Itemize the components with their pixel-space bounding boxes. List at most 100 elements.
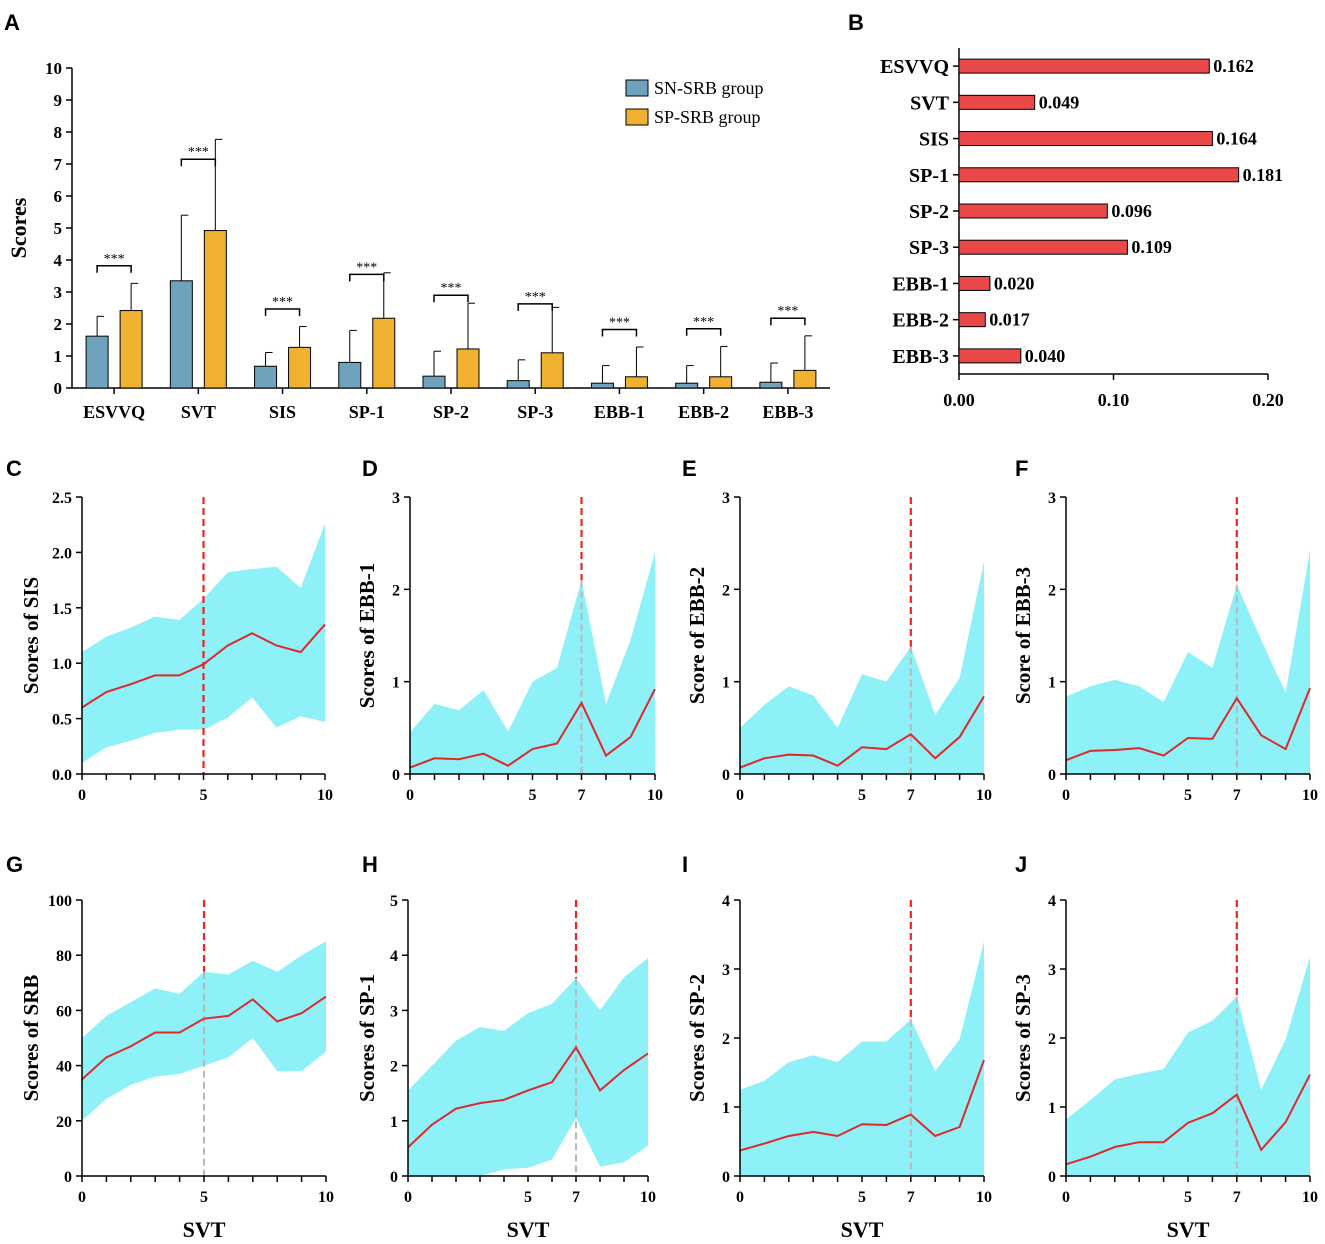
a-bar-sp — [709, 376, 733, 389]
j-confidence-band — [1066, 956, 1310, 1176]
g-y-tick-label: 80 — [56, 948, 72, 965]
e-y-tick-label: 1 — [722, 675, 730, 692]
a-x-tick-label: SP-1 — [349, 402, 385, 422]
a-legend-label: SP-SRB group — [654, 107, 761, 127]
a-significance-bracket — [601, 328, 638, 337]
a-y-tick-label: 3 — [54, 283, 63, 302]
f-y-tick-label: 0 — [1048, 767, 1056, 784]
a-y-tick-label: 9 — [54, 91, 63, 110]
a-significance-label: *** — [609, 315, 630, 330]
f-x-tick-label: 5 — [1184, 787, 1192, 804]
b-y-tick-label: SVT — [910, 92, 950, 114]
d-x-tick-label: 5 — [529, 787, 537, 804]
b-value-label: 0.109 — [1131, 237, 1172, 257]
a-x-tick-label: ESVVQ — [83, 402, 145, 422]
j-x-axis-label: SVT — [1167, 1217, 1210, 1242]
j-y-tick-label: 1 — [1048, 1100, 1056, 1117]
panel-label-j: J — [1015, 852, 1028, 877]
g-x-tick-label: 0 — [78, 1189, 86, 1206]
c-mean-line — [81, 623, 326, 709]
e-x-tick-label: 5 — [858, 787, 866, 804]
f-y-tick-label: 1 — [1048, 675, 1056, 692]
h-x-tick-label: 10 — [640, 1189, 656, 1206]
c-y-tick-label: 0.0 — [52, 767, 72, 784]
panel-label-e: E — [682, 456, 697, 481]
i-confidence-band — [740, 941, 984, 1176]
panel-label-g: G — [6, 852, 24, 877]
a-y-tick-label: 7 — [54, 155, 63, 174]
b-y-tick-label: EBB-1 — [892, 273, 949, 295]
d-x-tick-label: 7 — [578, 787, 586, 804]
a-significance-label: *** — [188, 145, 209, 160]
b-bar — [958, 348, 1022, 364]
a-significance-bracket — [685, 328, 722, 336]
b-bar — [958, 167, 1240, 183]
c-y-tick-label: 1.0 — [52, 656, 72, 673]
j-y-tick-label: 3 — [1048, 962, 1056, 979]
j-y-tick-label: 2 — [1048, 1031, 1056, 1048]
a-bar-sn — [338, 361, 362, 389]
f-confidence-band — [1066, 550, 1310, 774]
e-x-tick-label: 10 — [976, 787, 992, 804]
a-bar-sn — [506, 380, 530, 389]
d-y-tick-label: 1 — [392, 675, 400, 692]
h-y-tick-label: 3 — [390, 1003, 398, 1020]
e-mean-line — [739, 695, 985, 769]
j-y-tick-label: 4 — [1048, 893, 1056, 910]
d-confidence-band — [410, 552, 655, 774]
a-bar-sp — [540, 352, 564, 389]
a-bar-sp — [372, 317, 396, 389]
a-legend-swatch — [625, 79, 649, 97]
h-confidence-band — [408, 957, 648, 1176]
a-y-tick-label: 6 — [54, 187, 63, 206]
h-y-axis-label: Scores of SP-1 — [355, 974, 379, 1102]
a-significance-label: *** — [693, 315, 714, 330]
a-significance-bracket — [517, 303, 553, 311]
a-significance-bracket — [96, 265, 132, 273]
f-y-tick-label: 2 — [1048, 582, 1056, 599]
a-x-tick-label: EBB-1 — [594, 402, 645, 422]
f-y-axis-label: Score of EBB-3 — [1011, 567, 1035, 704]
g-y-tick-label: 20 — [56, 1114, 72, 1131]
a-bar-sp — [203, 230, 227, 389]
a-significance-label: *** — [104, 252, 125, 267]
a-significance-label: *** — [525, 290, 546, 305]
c-y-tick-label: 0.5 — [52, 712, 72, 729]
e-y-tick-label: 3 — [722, 490, 730, 507]
a-legend-label: SN-SRB group — [654, 78, 764, 98]
a-y-tick-label: 2 — [54, 315, 63, 334]
panel-label-b: B — [848, 10, 864, 35]
j-x-tick-label: 5 — [1184, 1189, 1192, 1206]
i-y-tick-label: 4 — [722, 893, 730, 910]
e-x-tick-label: 7 — [907, 787, 915, 804]
j-x-tick-label: 10 — [1302, 1189, 1318, 1206]
h-y-tick-label: 4 — [390, 948, 398, 965]
a-significance-bracket — [180, 158, 217, 167]
b-value-label: 0.162 — [1213, 56, 1254, 76]
f-x-tick-label: 0 — [1062, 787, 1070, 804]
f-x-tick-label: 7 — [1233, 787, 1241, 804]
i-x-axis-label: SVT — [841, 1217, 884, 1242]
a-significance-bracket — [264, 308, 301, 316]
g-mean-line — [81, 995, 327, 1081]
panel-label-i: I — [682, 852, 689, 877]
a-bar-sp — [624, 376, 648, 389]
b-y-tick-label: SP-1 — [909, 165, 949, 187]
i-x-tick-label: 5 — [858, 1189, 866, 1206]
c-x-tick-label: 10 — [317, 787, 333, 804]
a-bar-sp — [119, 310, 143, 389]
j-y-axis-label: Scores of SP-3 — [1011, 974, 1035, 1102]
h-x-axis-label: SVT — [507, 1217, 550, 1242]
i-y-tick-label: 2 — [722, 1031, 730, 1048]
a-bar-sn — [422, 375, 446, 389]
g-y-tick-label: 40 — [56, 1059, 72, 1076]
e-y-tick-label: 0 — [722, 767, 730, 784]
j-x-tick-label: 7 — [1233, 1189, 1241, 1206]
a-bar-sn — [675, 382, 699, 389]
b-value-label: 0.020 — [994, 273, 1035, 293]
b-x-tick-label: 0.10 — [1098, 390, 1130, 410]
b-y-tick-label: SIS — [919, 129, 949, 151]
a-y-tick-label: 5 — [54, 219, 63, 238]
b-y-tick-label: ESVVQ — [880, 56, 949, 78]
